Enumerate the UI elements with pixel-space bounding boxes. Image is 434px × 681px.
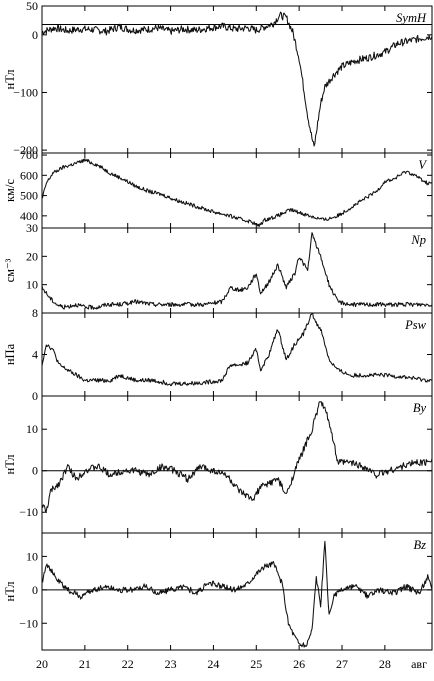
series-line-SymH — [41, 11, 433, 147]
panel-name-label: Bz — [414, 538, 427, 552]
panel-1: 700 600 500 400 Vкм/с — [3, 148, 433, 229]
x-tick-label: 26 — [293, 657, 305, 671]
panel-frame — [41, 227, 433, 314]
series-line-Bz — [41, 540, 433, 648]
series-line-By — [41, 401, 433, 513]
panel-3: 8 4 0 Psw нПа — [3, 306, 433, 403]
y-tick-label: 0 — [32, 389, 38, 403]
y-tick-label: 4 — [32, 348, 38, 362]
x-tick-label: 24 — [207, 657, 219, 671]
x-tick-label: 25 — [250, 657, 262, 671]
y-tick-label: 0 — [32, 28, 38, 42]
series-line-V — [41, 158, 433, 228]
y-tick-label: 30 — [26, 221, 38, 235]
y-axis-title: нПа — [3, 343, 17, 365]
y-axis-title: нТл — [3, 582, 17, 602]
x-tick-label: 21 — [79, 657, 91, 671]
y-axis-title: км/с — [3, 179, 17, 202]
y-tick-label: 8 — [32, 306, 38, 320]
y-tick-label: −200 — [13, 143, 38, 157]
y-axis-title: нТл — [3, 70, 17, 90]
y-tick-label: −10 — [19, 505, 38, 519]
x-tick-label: 28 — [379, 657, 391, 671]
x-tick-label: 22 — [122, 657, 134, 671]
x-tick-label: 20 — [36, 657, 48, 671]
y-tick-label: 600 — [20, 168, 38, 182]
x-axis-unit-label: авг — [411, 657, 427, 671]
y-tick-label: −100 — [13, 85, 38, 99]
panel-frame — [41, 152, 433, 229]
y-tick-label: −10 — [19, 616, 38, 630]
y-axis-title: см⁻³ — [3, 258, 17, 282]
y-tick-label: 50 — [26, 0, 38, 13]
panel-name-label: By — [413, 401, 427, 415]
panel-name-label: Psw — [404, 318, 427, 332]
series-line-Np — [41, 232, 433, 310]
y-tick-label: 400 — [20, 209, 38, 223]
panel-frame — [41, 532, 433, 651]
x-tick-label: 27 — [336, 657, 348, 671]
panel-0: 50 0 −100 −200 SymH нТл — [3, 0, 433, 157]
panel-name-label: V — [418, 158, 427, 172]
panel-frame — [41, 312, 433, 397]
y-tick-label: 10 — [26, 422, 38, 436]
panel-2: 30 20 10 Np см⁻³ — [3, 221, 433, 314]
y-tick-label: 0 — [32, 464, 38, 478]
y-tick-label: 700 — [20, 148, 38, 162]
panel-4: 10 0 −10 By нТл — [3, 395, 433, 534]
y-axis-title: нТл — [3, 455, 17, 475]
y-tick-label: 10 — [26, 278, 38, 292]
panel-name-label: SymH — [396, 11, 427, 25]
y-tick-label: 20 — [26, 249, 38, 263]
panel-5: 10 0 −10 Bz нТл — [3, 532, 433, 651]
x-axis: 20 21 22 23 24 25 26 27 28 авг — [36, 657, 427, 671]
y-tick-label: 500 — [20, 189, 38, 203]
y-tick-label: 10 — [26, 549, 38, 563]
panel-frame — [41, 395, 433, 534]
x-tick-label: 23 — [165, 657, 177, 671]
series-line-Psw — [41, 312, 433, 387]
y-tick-label: 0 — [32, 583, 38, 597]
panel-name-label: Np — [410, 233, 426, 247]
